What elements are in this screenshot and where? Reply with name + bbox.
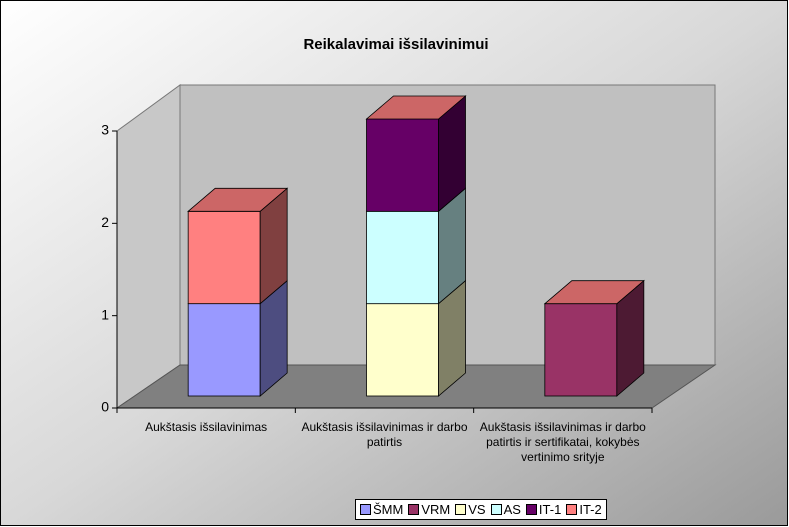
legend-swatch [566,504,578,515]
legend-swatch [408,504,420,515]
bar-segment [366,118,439,212]
legend-label: IT-1 [538,502,562,517]
legend-item: IT-1 [525,502,562,517]
legend-label: VS [468,502,486,517]
bar-segment [366,210,439,305]
bar-segment [187,303,261,397]
legend-item: VRM [408,502,450,517]
legend-swatch [455,504,467,515]
legend-label: IT-2 [579,502,602,517]
legend-swatch [360,504,371,515]
chart-title: Reikalavimai išsilavinimui [303,36,488,53]
legend-label: AS [503,502,521,517]
legend: ŠMM VRM VS AS IT-1 IT-2 [355,499,607,520]
bar-segment [366,303,439,397]
legend-item: VS [455,502,486,517]
y-tick-label: 3 [101,122,109,138]
bar-top [365,95,467,120]
y-tick-label: 0 [101,399,109,415]
legend-item: ŠMM [360,502,403,517]
legend-swatch [525,504,537,515]
legend-item: AS [490,502,521,517]
y-tick-label: 2 [101,214,109,230]
x-tick-label: Aukštasis išsilavinimas [145,420,268,434]
legend-swatch [490,504,502,515]
bar-segment [187,210,261,305]
bar-segment [544,303,618,397]
legend-label: VRM [421,502,451,517]
bar-top [543,280,645,305]
x-tick-label: Aukštasis išsilavinimas ir darbo patirti… [301,420,468,449]
bar-top [187,187,289,212]
legend-item: IT-2 [566,502,602,517]
legend-label: ŠMM [373,502,404,517]
side-wall [116,84,181,409]
y-tick-label: 1 [101,306,109,322]
x-tick-label: Aukštasis išsilavinimas ir darbo patirti… [479,420,646,464]
